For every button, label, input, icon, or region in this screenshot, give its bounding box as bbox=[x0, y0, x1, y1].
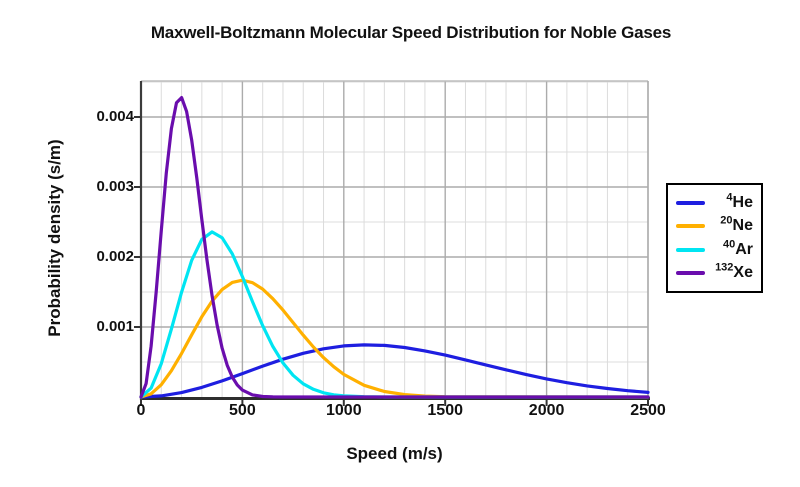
legend: 4He 20Ne 40Ar 132Xe bbox=[666, 183, 763, 293]
legend-mass-superscript: 20 bbox=[720, 214, 733, 227]
chart-title: Maxwell-Boltzmann Molecular Speed Distri… bbox=[150, 23, 672, 42]
legend-label-4He: 4He bbox=[726, 192, 753, 211]
legend-mass-superscript: 4 bbox=[726, 191, 733, 204]
legend-mass-superscript: 40 bbox=[722, 238, 736, 251]
legend-item-40Ar: 40Ar bbox=[676, 239, 753, 258]
x-tick-label-1500: 1500 bbox=[427, 402, 463, 419]
x-tick-label-2000: 2000 bbox=[528, 402, 565, 419]
legend-item-132Xe: 132Xe bbox=[676, 262, 753, 282]
y-tick-label-0.001: 0.001 bbox=[96, 318, 134, 335]
legend-element-symbol: Ar bbox=[735, 240, 753, 258]
legend-label-20Ne: 20Ne bbox=[720, 214, 753, 235]
series-line-4He bbox=[139, 343, 650, 399]
legend-swatch-20Ne bbox=[676, 224, 705, 229]
x-tick-label-500: 500 bbox=[229, 402, 256, 419]
series-line-20Ne bbox=[139, 278, 650, 399]
x-tick-label-2500: 2500 bbox=[630, 402, 666, 419]
legend-item-4He: 4He bbox=[676, 192, 753, 211]
y-tick-label-0.004: 0.004 bbox=[96, 108, 134, 125]
legend-element-symbol: He bbox=[732, 193, 753, 211]
legend-mass-superscript: 132 bbox=[715, 262, 734, 275]
x-tick-label-0: 0 bbox=[136, 402, 146, 419]
y-tick-label-0.002: 0.002 bbox=[96, 248, 134, 265]
legend-swatch-132Xe bbox=[676, 271, 705, 276]
y-tick-label-0.003: 0.003 bbox=[96, 178, 134, 195]
legend-item-20Ne: 20Ne bbox=[676, 214, 753, 235]
series-line-40Ar bbox=[139, 230, 650, 399]
legend-element-symbol: Ne bbox=[732, 217, 753, 235]
legend-element-symbol: Xe bbox=[733, 264, 753, 282]
series-line-132Xe bbox=[139, 96, 650, 399]
legend-label-132Xe: 132Xe bbox=[715, 262, 753, 282]
legend-swatch-4He bbox=[676, 200, 705, 205]
legend-label-40Ar: 40Ar bbox=[723, 239, 753, 258]
x-axis-title: Speed (m/s) bbox=[346, 444, 443, 463]
legend-swatch-40Ar bbox=[676, 247, 705, 252]
x-tick-label-1000: 1000 bbox=[326, 402, 362, 419]
